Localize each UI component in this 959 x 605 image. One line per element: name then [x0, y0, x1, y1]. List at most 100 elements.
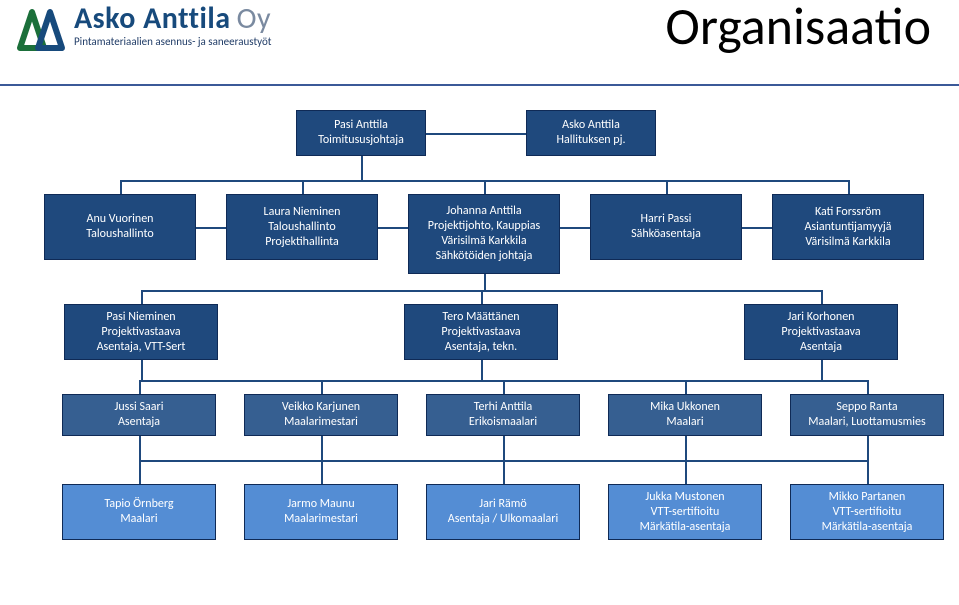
org-box-line: Märkätila-asentaja: [640, 520, 731, 535]
org-box-line: Maalarimestari: [284, 415, 358, 430]
header: Asko AnttilaOy Pintamateriaalien asennus…: [0, 0, 959, 86]
connector: [685, 380, 687, 394]
org-box-line: Pasi Anttila: [334, 118, 388, 133]
org-box-line: Asentaja, tekn.: [445, 340, 517, 355]
org-box-d2: Jarmo Maunu Maalarimestari: [244, 484, 398, 540]
org-box-line: Projektivastaava: [781, 325, 860, 340]
connector: [867, 436, 869, 460]
org-box-line: Asentaja: [118, 415, 160, 430]
connector: [685, 436, 687, 460]
connector: [321, 436, 323, 460]
org-box-line: Anu Vuorinen: [87, 212, 154, 227]
org-box-d4: Jukka Mustonen VTT-sertifioitu Märkätila…: [608, 484, 762, 540]
org-box-line: Asentaja, VTT-Sert: [97, 340, 186, 355]
org-box-c2: Veikko Karjunen Maalarimestari: [244, 394, 398, 436]
org-box-line: Hallituksen pj.: [556, 133, 625, 148]
org-box-line: Taloushallinto: [86, 227, 153, 242]
logo: Asko AnttilaOy Pintamateriaalien asennus…: [16, 4, 271, 52]
org-box-line: Pasi Nieminen: [106, 310, 175, 325]
org-box-line: Jari Rämö: [479, 497, 526, 512]
connector: [560, 227, 590, 229]
org-box-line: Asiantuntijamyyjä: [804, 220, 891, 235]
org-box-a1: Anu Vuorinen Taloushallinto: [44, 194, 196, 260]
org-box-line: Märkätila-asentaja: [822, 520, 913, 535]
org-box-line: VTT-sertifioitu: [833, 505, 902, 520]
org-box-line: Tero Määttänen: [442, 310, 519, 325]
org-box-line: Johanna Anttila: [446, 204, 521, 219]
brand-suffix: Oy: [237, 0, 271, 37]
org-box-line: Laura Nieminen: [264, 205, 341, 220]
org-box-line: Projektivastaava: [441, 325, 520, 340]
org-box-c4: Mika Ukkonen Maalari: [608, 394, 762, 436]
org-box-line: Asentaja: [800, 340, 842, 355]
connector: [139, 460, 141, 484]
org-box-line: Veikko Karjunen: [282, 400, 360, 415]
org-box-line: Terhi Anttila: [474, 400, 533, 415]
connector: [302, 180, 304, 194]
org-box-line: Taloushallinto: [268, 220, 335, 235]
logo-mark-icon: [16, 4, 68, 52]
org-box-line: Seppo Ranta: [836, 400, 897, 415]
brand-tagline: Pintamateriaalien asennus- ja saneeraust…: [74, 36, 271, 47]
org-box-line: Jukka Mustonen: [645, 490, 724, 505]
connector: [139, 436, 141, 460]
connector: [484, 274, 486, 290]
org-box-a4: Harri Passi Sähköasentaja: [590, 194, 742, 260]
connector: [867, 460, 869, 484]
org-box-line: Mika Ukkonen: [650, 400, 720, 415]
connector: [426, 133, 526, 135]
brand-name: Asko AnttilaOy: [74, 4, 271, 34]
connector: [821, 360, 823, 380]
connector: [503, 460, 505, 484]
connector: [484, 180, 486, 194]
org-box-line: Projektijohto, Kauppias: [428, 219, 540, 234]
org-box-line: Maalari: [666, 415, 703, 430]
brand-main: Asko Anttila: [74, 0, 231, 37]
org-box-line: VTT-sertifioitu: [651, 505, 720, 520]
org-box-line: Värisilmä Karkkila: [441, 234, 526, 249]
org-box-line: Projektivastaava: [101, 325, 180, 340]
org-box-a5: Kati Forssröm Asiantuntijamyyjä Värisilm…: [772, 194, 924, 260]
connector: [503, 380, 505, 394]
org-box-line: Jussi Saari: [115, 400, 164, 415]
org-box-line: Projektihallinta: [265, 235, 339, 250]
connector: [321, 380, 323, 394]
org-box-line: Toimitususjohtaja: [318, 133, 404, 148]
org-box-chairman: Asko Anttila Hallituksen pj.: [526, 110, 656, 156]
connector: [821, 290, 823, 304]
org-box-line: Sähköasentaja: [631, 227, 701, 242]
org-box-b2: Tero Määttänen Projektivastaava Asentaja…: [404, 304, 558, 360]
org-box-d1: Tapio Örnberg Maalari: [62, 484, 216, 540]
connector: [361, 156, 363, 180]
org-box-line: Maalari, Luottamusmies: [808, 415, 925, 430]
org-box-line: Värisilmä Karkkila: [805, 235, 890, 250]
page-title: Organisaatio: [665, 0, 931, 58]
connector: [742, 227, 772, 229]
org-box-c1: Jussi Saari Asentaja: [62, 394, 216, 436]
connector: [321, 460, 323, 484]
connector: [378, 227, 408, 229]
org-box-d3: Jari Rämö Asentaja / Ulkomaalari: [426, 484, 580, 540]
connector: [503, 436, 505, 460]
org-box-line: Sähkötöiden johtaja: [436, 249, 533, 264]
org-box-a2: Laura Nieminen Taloushallinto Projektiha…: [226, 194, 378, 260]
org-box-line: Mikko Partanen: [829, 490, 906, 505]
connector: [481, 360, 483, 380]
org-box-d5: Mikko Partanen VTT-sertifioitu Märkätila…: [790, 484, 944, 540]
logo-text: Asko AnttilaOy Pintamateriaalien asennus…: [74, 4, 271, 47]
connector: [666, 180, 668, 194]
connector: [139, 380, 141, 394]
org-box-line: Harri Passi: [641, 212, 692, 227]
connector: [848, 180, 850, 194]
org-box-b1: Pasi Nieminen Projektivastaava Asentaja,…: [64, 304, 218, 360]
connector: [685, 460, 687, 484]
org-box-line: Jari Korhonen: [788, 310, 855, 325]
org-box-line: Kati Forssröm: [815, 205, 881, 220]
connector: [141, 290, 143, 304]
org-box-a3: Johanna Anttila Projektijohto, Kauppias …: [408, 194, 560, 274]
org-box-line: Jarmo Maunu: [287, 497, 354, 512]
org-box-c5: Seppo Ranta Maalari, Luottamusmies: [790, 394, 944, 436]
org-box-line: Asentaja / Ulkomaalari: [448, 512, 558, 527]
connector: [120, 180, 122, 194]
connector: [481, 290, 483, 304]
